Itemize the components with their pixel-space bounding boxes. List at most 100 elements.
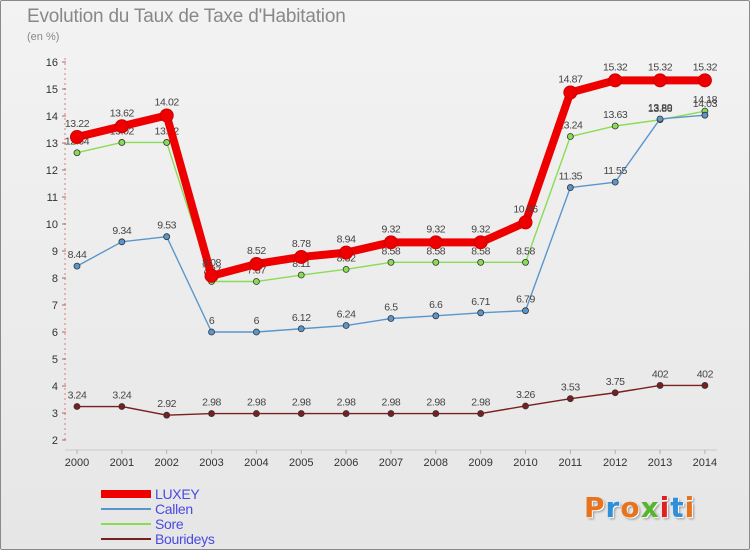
y-tick-label: 2 [52, 435, 58, 447]
x-tick-label: 2011 [559, 457, 583, 469]
data-point [297, 325, 305, 333]
y-tick-label: 8 [52, 273, 58, 285]
data-label: 9.32 [471, 223, 490, 235]
series-sore: 12.6413.0213.027.877.878.118.328.588.588… [65, 94, 718, 285]
x-tick-label: 2010 [513, 457, 537, 469]
data-point [297, 410, 305, 417]
data-label: 14.87 [558, 74, 583, 86]
x-tick-label: 2013 [648, 457, 672, 469]
y-tick-label: 3 [52, 408, 58, 420]
legend-label: Callen [155, 501, 193, 517]
data-point [566, 395, 574, 403]
data-label: 13.86 [648, 103, 673, 115]
data-label: 14.03 [693, 98, 718, 110]
data-label: 2.98 [426, 397, 445, 409]
data-label: 14.02 [155, 96, 180, 108]
data-point [522, 258, 529, 266]
data-point [73, 262, 81, 270]
y-tick-label: 10 [46, 219, 58, 231]
x-tick-label: 2008 [424, 457, 448, 469]
data-point [342, 410, 350, 417]
chart-title: Evolution du Taux de Taxe d'Habitation [27, 6, 346, 27]
y-tick-label: 15 [46, 84, 58, 96]
data-point [522, 307, 529, 315]
data-point [118, 403, 126, 410]
data-label: 9.32 [426, 223, 445, 235]
data-point [208, 328, 215, 336]
y-axis-unit: (en %) [27, 31, 60, 43]
data-label: 8.52 [247, 245, 266, 257]
legend-item-callen: Callen [101, 501, 301, 517]
data-label: 8.44 [68, 249, 87, 261]
data-label: 2.98 [202, 397, 221, 409]
data-point [432, 312, 440, 320]
data-point [653, 73, 668, 88]
legend-label: LUXEY [155, 486, 200, 502]
data-label: 8.58 [382, 245, 401, 257]
data-label: 402 [652, 368, 669, 380]
data-label: 9.53 [157, 220, 176, 232]
data-point [522, 402, 529, 410]
y-tick-label: 9 [52, 246, 58, 258]
data-label: 11.35 [559, 171, 583, 183]
y-tick-label: 7 [52, 300, 58, 312]
data-label: 8.78 [292, 238, 311, 250]
x-tick-label: 2000 [65, 457, 89, 469]
y-tick-label: 11 [47, 192, 58, 204]
data-label: 13.22 [65, 118, 90, 130]
data-label: 9.34 [112, 225, 131, 237]
data-point [342, 322, 350, 329]
data-point [656, 382, 664, 389]
data-point [118, 139, 126, 146]
data-point [701, 111, 709, 119]
y-tick-label: 12 [46, 165, 58, 177]
data-point [114, 119, 129, 134]
x-tick-label: 2005 [289, 457, 313, 469]
data-point [118, 238, 126, 246]
data-label: 6.24 [337, 309, 356, 321]
data-point [608, 73, 623, 88]
data-point [566, 133, 574, 140]
data-point [163, 233, 171, 241]
data-point [252, 278, 260, 285]
data-label: 13.63 [603, 109, 628, 121]
data-label: 13.24 [558, 120, 583, 132]
y-tick-label: 16 [46, 57, 58, 69]
legend-label: Bourideys [155, 531, 215, 547]
legend: LUXEY Callen Sore Bourideys [101, 486, 301, 547]
data-point [339, 245, 354, 260]
data-point [432, 410, 440, 417]
data-point [473, 235, 488, 250]
legend-swatch [101, 508, 151, 510]
data-label: 3.24 [68, 390, 87, 402]
x-tick-label: 2002 [154, 457, 178, 469]
y-tick-label: 14 [46, 111, 58, 123]
data-point [294, 249, 309, 264]
data-point [297, 271, 305, 279]
data-label: 8.08 [202, 257, 221, 269]
data-point [204, 268, 219, 283]
x-tick-label: 2006 [334, 457, 358, 469]
y-tick-label: 13 [46, 138, 58, 150]
data-label: 6.12 [292, 312, 311, 324]
data-label: 2.98 [337, 397, 356, 409]
x-tick-label: 2012 [603, 457, 627, 469]
x-tick-label: 2004 [244, 457, 268, 469]
series-bourideys: 3.24 3.24 2.92 2.98 2.98 2.98 2.98 2.98 2.98 2.98… [68, 368, 714, 419]
data-label: 402 [697, 368, 714, 380]
x-tick-label: 2007 [379, 457, 403, 469]
legend-swatch [101, 490, 151, 498]
data-label: 2.98 [471, 397, 490, 409]
data-label: 3.24 [112, 390, 131, 402]
data-label: 15.32 [603, 61, 628, 73]
data-label: 2.92 [157, 398, 176, 410]
legend-item-sore: Sore [101, 516, 301, 532]
legend-item-bourideys: Bourideys [101, 531, 301, 547]
data-point [477, 258, 485, 266]
data-point [656, 115, 664, 123]
data-label: 13.89 [648, 102, 673, 114]
data-point [387, 410, 395, 417]
data-point [611, 122, 619, 130]
data-point [428, 235, 443, 250]
